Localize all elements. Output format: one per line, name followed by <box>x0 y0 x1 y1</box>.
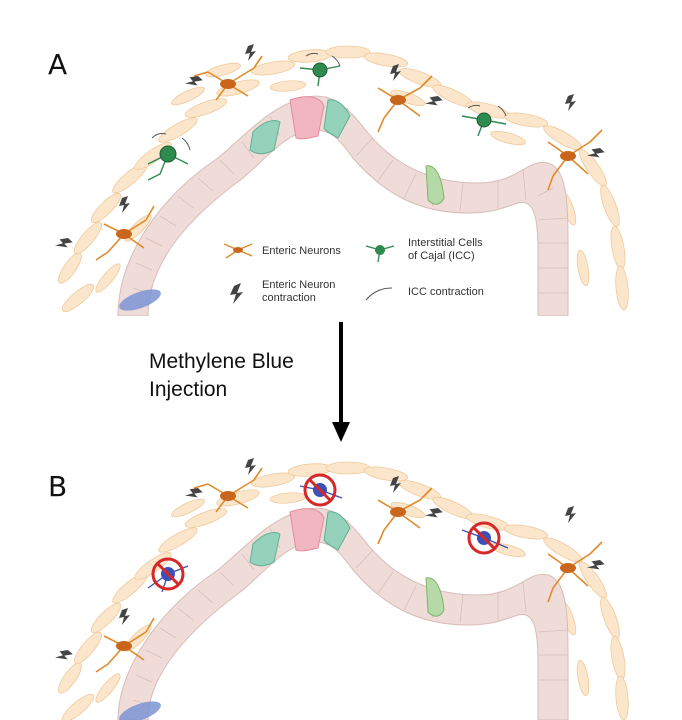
icc-contraction-arc <box>151 52 507 151</box>
goblet-cell <box>323 511 351 551</box>
neuron-contraction-icon <box>55 44 605 248</box>
neuron-contraction-icon <box>55 458 605 660</box>
legend-arc-icon <box>365 287 393 301</box>
legend-icc-line2: of Cajal (ICC) <box>408 250 475 262</box>
legend-neuron-contraction-line2: contraction <box>262 292 316 304</box>
legend-neuron-contraction: Enteric Neuron contraction <box>262 279 335 305</box>
enteric-neuron <box>95 467 603 673</box>
prohibition-icon <box>151 473 501 591</box>
legend-enteric-neurons: Enteric Neurons <box>262 245 341 257</box>
goblet-cell <box>249 119 281 155</box>
methylene-blue-label: Methylene Blue Injection <box>149 348 294 404</box>
legend-neuron-contraction-line1: Enteric Neuron <box>262 279 336 291</box>
enteric-neuron <box>95 55 603 261</box>
paneth-cell <box>289 508 325 552</box>
legend-icc: Interstitial Cells of Cajal (ICC) <box>408 237 483 263</box>
legend-neuron-icon <box>223 243 253 259</box>
blue-cell <box>119 289 161 311</box>
blue-cell <box>119 701 161 720</box>
methylene-blue-line1: Methylene Blue <box>149 350 294 373</box>
panel-a-diagram <box>55 44 629 316</box>
goblet-cell-crypt <box>425 577 445 617</box>
panel-b-diagram <box>55 458 629 720</box>
methylene-blue-line2: Injection <box>149 378 228 401</box>
paneth-cell <box>289 96 325 140</box>
goblet-cell <box>249 531 281 567</box>
legend-lightning-icon <box>230 283 243 304</box>
legend-icc-contraction: ICC contraction <box>408 286 484 298</box>
goblet-cell <box>323 99 351 139</box>
panel-label-a: A <box>48 48 68 81</box>
goblet-cell-crypt <box>425 165 445 205</box>
panel-label-b: B <box>48 470 68 503</box>
legend-icc-line1: Interstitial Cells <box>408 237 483 249</box>
down-arrow-icon <box>332 322 350 442</box>
